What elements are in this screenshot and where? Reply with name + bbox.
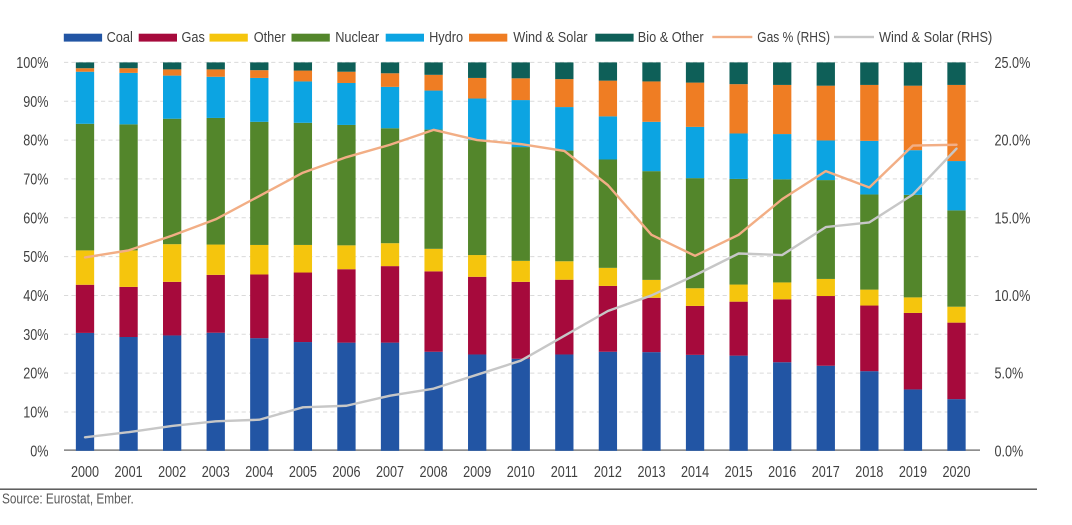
svg-text:2012: 2012 xyxy=(594,463,622,480)
svg-text:2010: 2010 xyxy=(507,463,535,480)
svg-text:0.0%: 0.0% xyxy=(995,442,1024,459)
svg-text:2019: 2019 xyxy=(899,463,927,480)
svg-text:2018: 2018 xyxy=(855,463,883,480)
svg-text:2001: 2001 xyxy=(115,463,143,480)
svg-text:Gas % (RHS): Gas % (RHS) xyxy=(757,29,830,46)
svg-text:2004: 2004 xyxy=(245,463,273,480)
svg-text:2003: 2003 xyxy=(202,463,230,480)
svg-text:2008: 2008 xyxy=(420,463,448,480)
svg-text:20%: 20% xyxy=(23,365,49,382)
svg-text:80%: 80% xyxy=(23,131,49,148)
svg-text:2017: 2017 xyxy=(812,463,840,480)
svg-text:2014: 2014 xyxy=(681,463,709,480)
svg-text:30%: 30% xyxy=(23,326,49,343)
svg-text:90%: 90% xyxy=(23,93,49,110)
svg-text:50%: 50% xyxy=(23,248,49,265)
svg-text:2009: 2009 xyxy=(463,463,491,480)
svg-text:25.0%: 25.0% xyxy=(995,54,1031,71)
svg-text:2020: 2020 xyxy=(942,463,970,480)
svg-text:Wind & Solar: Wind & Solar xyxy=(513,28,588,45)
svg-text:2005: 2005 xyxy=(289,463,317,480)
svg-text:2015: 2015 xyxy=(725,463,753,480)
svg-text:20.0%: 20.0% xyxy=(995,131,1031,148)
svg-text:10%: 10% xyxy=(23,403,49,420)
svg-text:Wind & Solar (RHS): Wind & Solar (RHS) xyxy=(879,28,992,45)
svg-text:Coal: Coal xyxy=(107,28,133,45)
svg-text:15.0%: 15.0% xyxy=(995,209,1031,226)
svg-text:70%: 70% xyxy=(23,170,49,187)
svg-text:Nuclear: Nuclear xyxy=(335,28,379,45)
svg-text:2002: 2002 xyxy=(158,463,186,480)
svg-text:2000: 2000 xyxy=(71,463,99,480)
svg-text:2016: 2016 xyxy=(768,463,796,480)
svg-text:Other: Other xyxy=(254,28,286,45)
svg-text:0%: 0% xyxy=(30,442,49,459)
svg-text:Source: Eurostat, Ember.: Source: Eurostat, Ember. xyxy=(2,490,134,506)
svg-text:5.0%: 5.0% xyxy=(995,365,1024,382)
svg-text:2007: 2007 xyxy=(376,463,404,480)
svg-text:100%: 100% xyxy=(16,54,49,71)
svg-text:2006: 2006 xyxy=(332,463,360,480)
svg-text:2011: 2011 xyxy=(551,463,578,480)
svg-text:10.0%: 10.0% xyxy=(995,287,1031,304)
svg-text:40%: 40% xyxy=(23,287,49,304)
svg-text:Gas: Gas xyxy=(182,28,205,45)
svg-text:60%: 60% xyxy=(23,209,49,226)
svg-text:Hydro: Hydro xyxy=(429,28,463,45)
svg-text:2013: 2013 xyxy=(637,463,665,480)
svg-text:Bio & Other: Bio & Other xyxy=(638,28,704,45)
